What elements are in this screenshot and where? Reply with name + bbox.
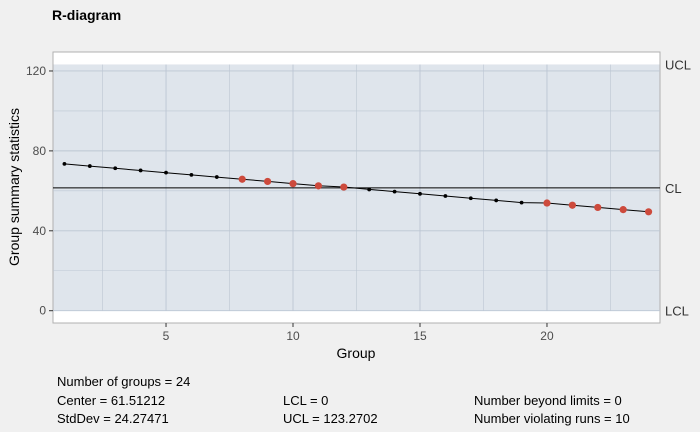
stat-violating-runs: Number violating runs = 10 [474, 411, 630, 426]
r-diagram-chart: 5 10 15 20 0 40 80 120 UCL CL LCL Group Group su… [6, 51, 691, 361]
violating-point [568, 201, 576, 209]
x-tick-label: 15 [413, 329, 427, 343]
stat-stddev: StdDev = 24.27471 [57, 411, 169, 426]
y-tick-label: 0 [39, 304, 46, 318]
violating-point [543, 199, 551, 207]
y-tick-label: 40 [33, 224, 47, 238]
stat-beyond-limits: Number beyond limits = 0 [474, 393, 622, 408]
data-point [392, 189, 397, 194]
data-point [519, 200, 524, 205]
stats-panel: Number of groups = 24 Center = 61.51212 … [0, 370, 700, 426]
y-axis-ticks: 0 40 80 120 [26, 64, 53, 318]
data-point [443, 194, 448, 198]
stat-number-of-groups: Number of groups = 24 [57, 374, 191, 389]
control-limit-labels: UCL CL LCL [665, 57, 691, 318]
data-point [138, 168, 143, 173]
data-point [62, 161, 67, 166]
violating-point [340, 183, 348, 191]
series-line [64, 163, 649, 213]
violating-point [264, 177, 272, 186]
x-tick-label: 10 [286, 329, 300, 343]
y-tick-label: 120 [26, 64, 46, 78]
violating-point [289, 180, 297, 188]
x-axis-label: Group [337, 345, 376, 361]
violating-point [314, 182, 323, 190]
limit-label-lcl: LCL [665, 304, 689, 319]
data-point [214, 175, 219, 179]
violating-point [238, 175, 246, 183]
limit-label-cl: CL [665, 181, 682, 196]
y-axis-label: Group summary statistics [6, 108, 22, 266]
data-point [494, 198, 499, 203]
y-tick-label: 80 [33, 144, 47, 158]
data-point [164, 170, 168, 175]
stat-center: Center = 61.51212 [57, 393, 166, 408]
stat-lcl: LCL = 0 [283, 393, 329, 408]
data-point [189, 172, 194, 177]
violating-point [644, 208, 653, 216]
data-point [113, 166, 118, 171]
x-tick-label: 5 [163, 329, 170, 343]
data-point [367, 187, 372, 192]
violating-point [594, 203, 602, 212]
stat-ucl: UCL = 123.2702 [283, 411, 378, 426]
violating-point [619, 206, 627, 214]
x-axis-ticks: 5 10 15 20 [163, 323, 554, 343]
limit-label-ucl: UCL [665, 57, 691, 72]
data-series [62, 161, 653, 216]
chart-title: R-diagram [52, 7, 122, 23]
data-point [418, 191, 422, 196]
x-tick-label: 20 [540, 329, 554, 343]
data-point [87, 164, 92, 168]
data-point [468, 196, 473, 201]
